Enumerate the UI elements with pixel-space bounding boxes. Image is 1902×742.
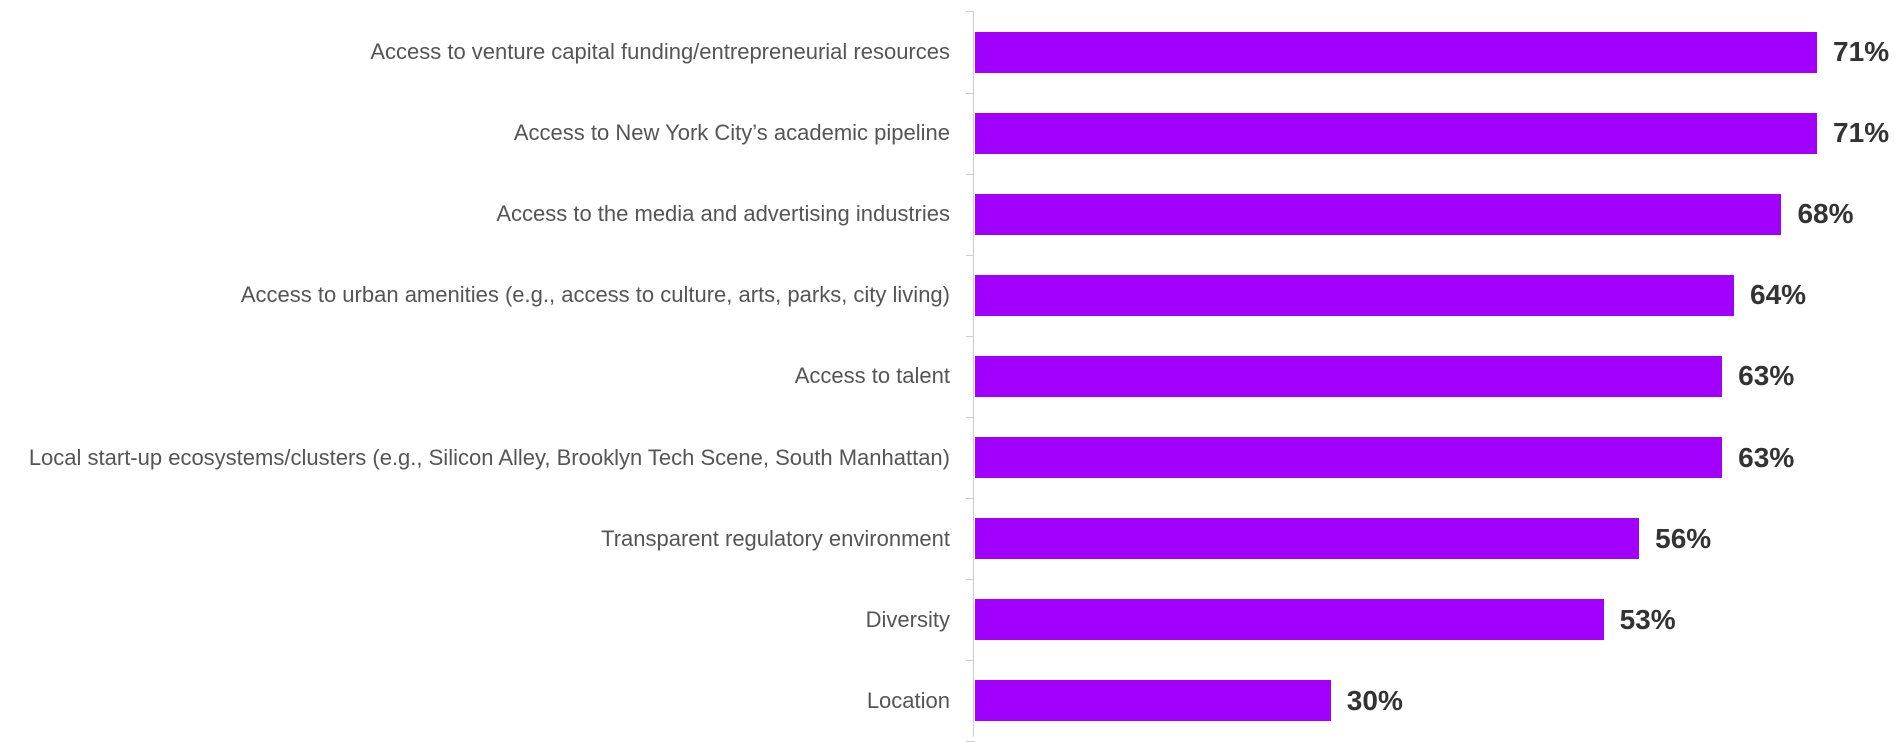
category-tick — [966, 498, 974, 500]
category-tick — [966, 92, 974, 94]
category-label: Access to talent — [794, 363, 950, 389]
value-label: 30% — [1346, 684, 1403, 716]
category-tick — [966, 416, 974, 418]
value-label: 56% — [1655, 522, 1712, 554]
value-label: 63% — [1738, 360, 1795, 392]
category-label: Location — [866, 687, 950, 713]
category-label: Access to venture capital funding/entrep… — [370, 39, 950, 64]
bar — [975, 437, 1723, 478]
category-tick — [966, 579, 974, 581]
bar — [975, 518, 1640, 560]
category-tick — [966, 173, 974, 175]
bar — [975, 112, 1818, 154]
value-label: 63% — [1738, 441, 1795, 473]
bar — [975, 274, 1735, 316]
category-tick — [966, 11, 974, 13]
category-label: Transparent regulatory environment — [601, 525, 950, 551]
category-label: Local start-up ecosystems/clusters (e.g.… — [28, 444, 950, 470]
axis-line — [973, 12, 974, 737]
bar — [975, 31, 1818, 73]
value-label: 53% — [1619, 603, 1676, 635]
value-label: 71% — [1833, 36, 1890, 67]
category-label: Diversity — [865, 606, 950, 632]
bar — [975, 680, 1331, 722]
category-tick — [966, 335, 974, 337]
value-label: 71% — [1833, 117, 1890, 149]
category-tick — [966, 254, 974, 256]
category-label: Access to New York City’s academic pipel… — [513, 120, 950, 146]
category-tick — [966, 660, 974, 662]
value-label: 68% — [1797, 198, 1854, 230]
category-label: Access to urban amenities (e.g., access … — [240, 282, 950, 308]
value-label: 64% — [1750, 279, 1807, 311]
bar — [975, 355, 1723, 397]
bar — [975, 193, 1782, 235]
bar — [975, 599, 1604, 641]
category-label: Access to the media and advertising indu… — [496, 201, 950, 227]
